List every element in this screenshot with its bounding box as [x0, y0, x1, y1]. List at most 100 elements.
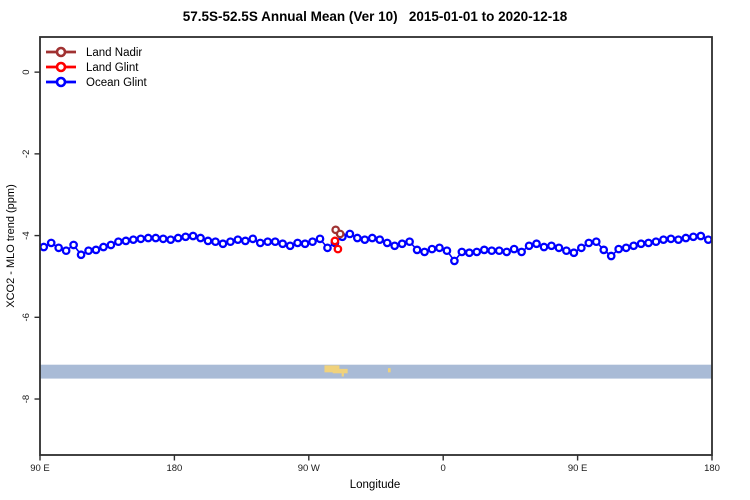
x-tick-label: 90 E	[568, 463, 588, 474]
x-tick-label: 180	[704, 463, 720, 474]
ocean-glint-point	[196, 233, 205, 243]
ocean-glint-point	[323, 243, 332, 253]
ocean-glint-point	[255, 238, 265, 248]
ocean-glint-point	[128, 235, 138, 245]
ocean-glint-point	[606, 251, 616, 261]
ocean-glint-point	[143, 233, 153, 243]
ocean-glint-point	[397, 239, 407, 249]
ocean-glint-point	[614, 244, 624, 254]
ocean-glint-point	[554, 243, 564, 253]
ocean-glint-point	[435, 243, 444, 253]
ocean-glint-point	[367, 233, 377, 243]
ocean-glint-point	[405, 237, 414, 247]
ocean-glint-point	[270, 237, 280, 247]
y-axis-title: XCO2 - MLO trend (ppm)	[5, 184, 17, 308]
ocean-glint-point	[532, 239, 541, 249]
ocean-glint-point	[584, 238, 594, 248]
ocean-glint-point	[688, 232, 698, 242]
ocean-glint-point	[494, 246, 504, 256]
legend-item-land-nadir: Land Nadir	[46, 46, 142, 59]
ocean-glint-point	[106, 240, 116, 250]
land-nadir-point	[335, 229, 345, 239]
legend-label-land-glint: Land Glint	[86, 62, 139, 74]
ocean-glint-point	[651, 237, 661, 247]
ocean-glint-point	[181, 232, 190, 242]
legend-label-land-nadir: Land Nadir	[86, 47, 142, 59]
ocean-glint-point	[576, 243, 586, 253]
ocean-glint-point	[644, 238, 653, 248]
ocean-glint-point	[61, 246, 71, 256]
x-tick-label: 90 E	[30, 463, 50, 474]
land-glint-point	[330, 236, 340, 246]
ocean-glint-point	[591, 237, 601, 247]
ocean-glint-point	[636, 239, 646, 249]
ocean-glint-point	[457, 247, 467, 257]
ocean-glint-point	[121, 236, 131, 246]
y-tick-label: -4	[21, 231, 32, 239]
ocean-glint-point	[427, 244, 437, 254]
ocean-glint-point	[621, 243, 631, 253]
ocean-glint-point	[509, 244, 519, 254]
plot-area: 90 E 180 90 W 0 90 E 180 0 -2 -4 -6 -8	[21, 36, 720, 474]
ocean-glint-point	[569, 248, 579, 258]
ocean-glint-point	[248, 234, 258, 244]
ocean-glint-point	[315, 234, 325, 244]
x-tick-label: 90 W	[298, 463, 320, 474]
ocean-glint-point	[69, 240, 78, 250]
ocean-glint-point	[151, 233, 161, 243]
ocean-glint-point	[666, 234, 676, 244]
x-axis-title: Longitude	[349, 479, 401, 491]
ocean-glint-point	[420, 247, 429, 257]
ocean-glint-point	[352, 233, 362, 243]
ocean-glint-point	[54, 243, 64, 253]
land-nadir-marker-icon	[55, 46, 67, 58]
y-tick-label: -8	[21, 395, 32, 403]
plot-border	[39, 36, 713, 456]
ocean-glint-point	[173, 233, 183, 243]
ocean-glint-point	[696, 231, 706, 241]
ocean-glint-point	[517, 247, 526, 257]
ocean-glint-point	[218, 239, 228, 249]
map-band-ocean	[40, 364, 712, 379]
y-tick-label: -2	[21, 150, 32, 158]
chart-title: 57.5S-52.5S Annual Mean (Ver 10) 2015-01…	[182, 9, 568, 24]
ocean-glint-point	[599, 245, 609, 255]
ocean-glint-point	[226, 237, 235, 247]
ocean-glint-point	[375, 235, 385, 245]
ocean-glint-point	[659, 235, 668, 245]
ocean-glint-point	[39, 242, 49, 252]
ocean-glint-point	[84, 246, 93, 256]
ocean-glint-point	[703, 235, 713, 245]
ocean-glint-point	[629, 241, 638, 251]
ocean-glint-point	[479, 245, 489, 255]
ocean-glint-point	[412, 245, 422, 255]
ocean-glint-point	[562, 246, 571, 256]
legend: Land Nadir Land Glint Ocean Glint	[46, 46, 148, 89]
ocean-glint-point	[285, 241, 295, 251]
ocean-glint-point	[203, 236, 213, 246]
ocean-glint-point	[450, 256, 459, 266]
ocean-glint-point	[293, 238, 302, 248]
ocean-glint-point	[240, 236, 250, 246]
ocean-glint-point	[136, 234, 146, 244]
legend-item-ocean-glint: Ocean Glint	[46, 76, 148, 89]
ocean-glint-marker-icon	[55, 76, 67, 88]
ocean-glint-point	[166, 235, 176, 245]
ocean-glint-point	[188, 231, 198, 241]
ocean-glint-point	[114, 237, 123, 247]
ocean-glint-point	[76, 250, 86, 260]
ocean-glint-point	[382, 238, 392, 248]
y-tick-label: -6	[21, 313, 32, 321]
ocean-glint-point	[99, 242, 108, 252]
x-tick-label: 180	[166, 463, 182, 474]
ocean-glint-point	[91, 245, 101, 255]
ocean-glint-point	[524, 241, 534, 251]
ocean-glint-point	[681, 233, 691, 243]
ocean-glint-point	[464, 248, 474, 258]
ocean-glint-point	[390, 241, 400, 251]
ocean-glint-point	[233, 235, 243, 245]
y-tick-label: 0	[21, 69, 32, 74]
land-glint-point	[333, 244, 343, 254]
ocean-glint-point	[158, 234, 168, 244]
